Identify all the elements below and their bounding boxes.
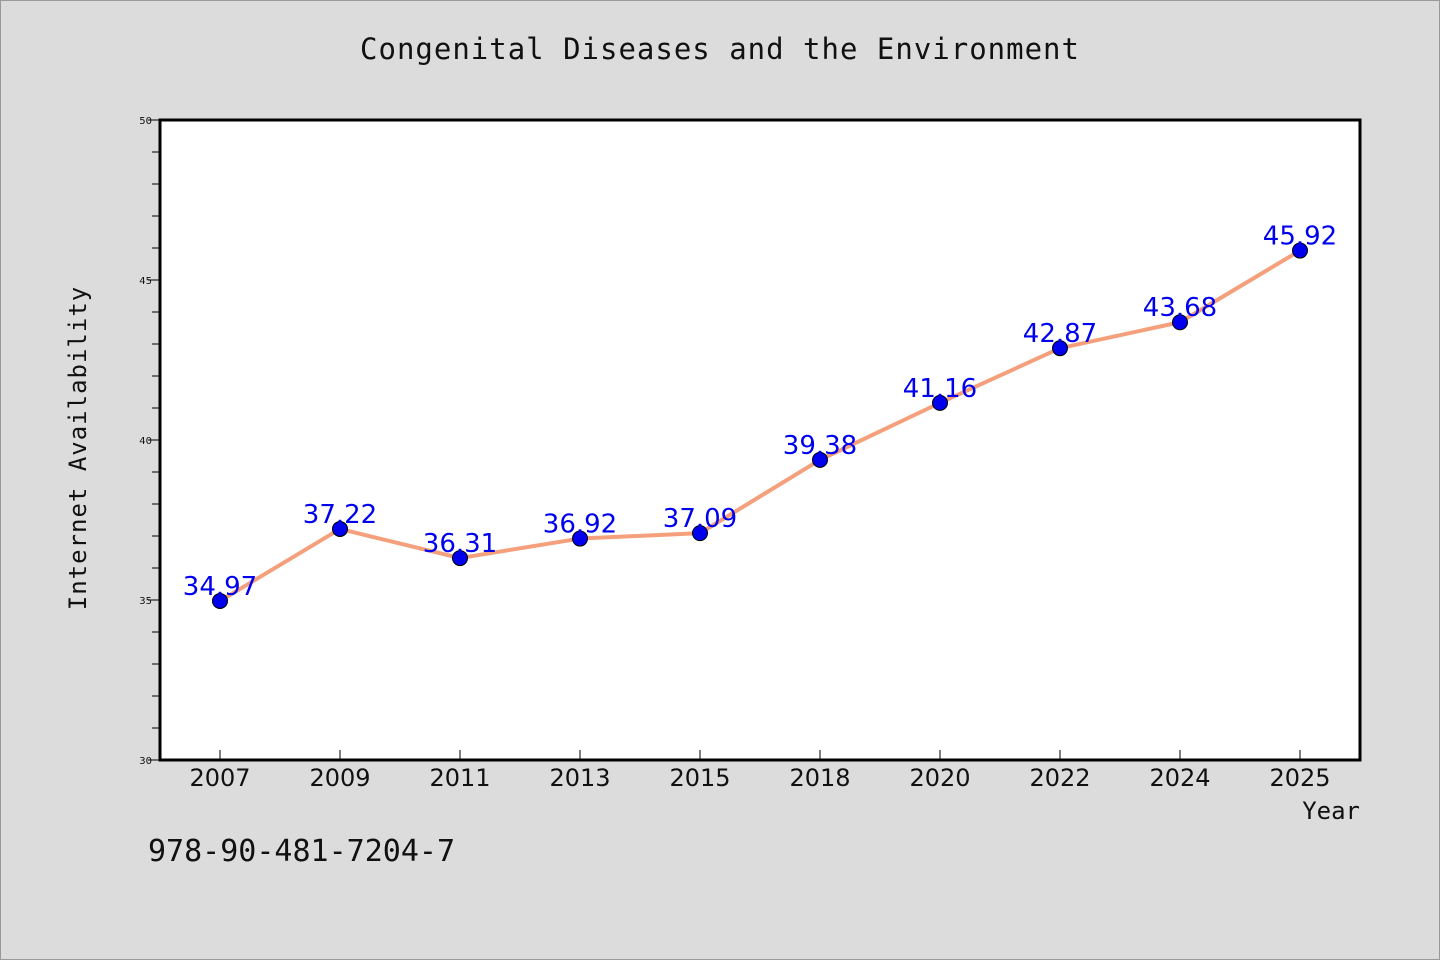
- series-line: [218, 248, 1302, 603]
- data-label: 36.92: [543, 510, 617, 540]
- data-point: [572, 530, 588, 547]
- x-tick-label: 2011: [429, 764, 490, 792]
- data-label: 37.22: [303, 500, 377, 530]
- data-point: [1172, 314, 1188, 331]
- data-point: [1052, 340, 1068, 357]
- y-tick-label: 30: [139, 756, 152, 767]
- data-label: 45.92: [1263, 222, 1337, 252]
- chart-title: Congenital Diseases and the Environment: [360, 32, 1080, 66]
- series-group: 34.97 37.22 36.31 36.92 37.09 39.38 41.16 42.87…: [183, 222, 1337, 609]
- data-point: [1292, 242, 1308, 259]
- x-tick-label: 2015: [669, 764, 730, 792]
- y-tick-label: 35: [139, 596, 152, 607]
- data-point: [452, 550, 468, 567]
- data-label: 37.09: [663, 504, 737, 534]
- data-point: [212, 592, 228, 609]
- data-label: 43.68: [1143, 293, 1217, 323]
- x-tick-label: 2020: [909, 764, 970, 792]
- y-tick-label: 50: [139, 116, 152, 127]
- isbn-text: 978-90-481-7204-7: [148, 834, 456, 869]
- data-point: [692, 525, 708, 542]
- data-label: 41.16: [903, 374, 977, 404]
- x-tick-label: 2009: [309, 764, 370, 792]
- x-tick-label: 2022: [1029, 764, 1090, 792]
- data-point: [812, 451, 828, 468]
- x-axis-ticks: 2007 2009 2011 2013 2015 2018 2020 2022 2024 2025: [189, 750, 1331, 792]
- x-tick-label: 2025: [1269, 764, 1330, 792]
- y-tick-label: 45: [139, 276, 152, 287]
- x-tick-label: 2018: [789, 764, 850, 792]
- data-label: 39.38: [783, 431, 857, 461]
- plot-area: [158, 118, 1362, 762]
- data-point: [932, 394, 948, 411]
- y-tick-label: 40: [139, 436, 152, 447]
- data-label: 34.97: [183, 572, 257, 602]
- data-label: 42.87: [1023, 319, 1097, 349]
- x-tick-label: 2007: [189, 764, 250, 792]
- data-point: [332, 520, 348, 537]
- x-tick-label: 2024: [1149, 764, 1210, 792]
- x-tick-label: 2013: [549, 764, 610, 792]
- x-axis-label: Year: [1302, 797, 1360, 825]
- y-axis-ticks: 30 35 40 45 50: [139, 116, 160, 767]
- data-label: 36.31: [423, 529, 497, 559]
